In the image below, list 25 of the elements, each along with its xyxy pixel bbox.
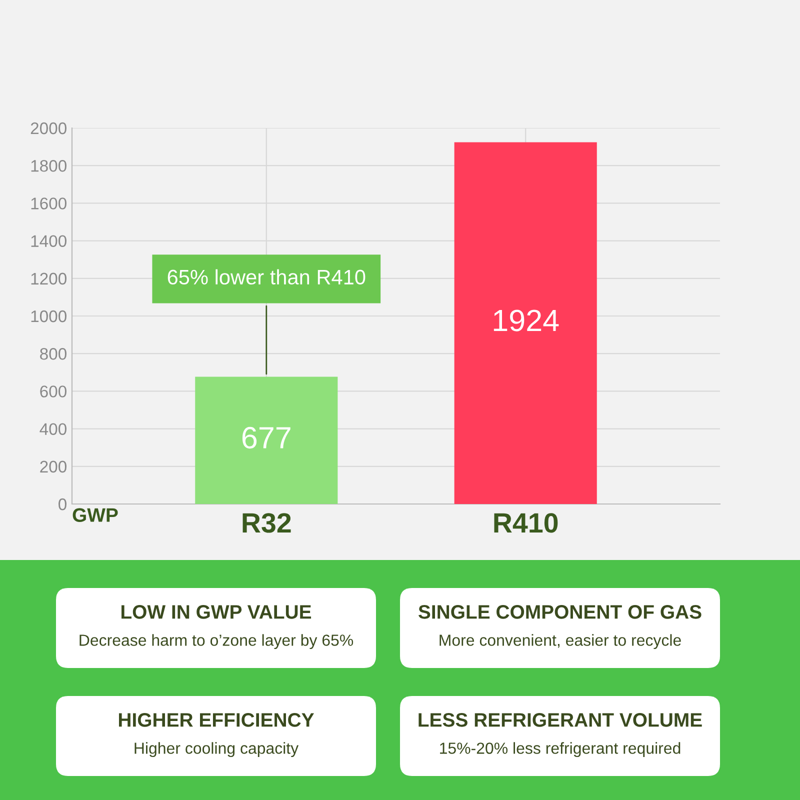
text: More convenient, easier to recycle	[440, 634, 681, 650]
text: Higher cooling capacity	[134, 742, 299, 758]
text: Decrease harm to o’zone layer by 65%	[80, 634, 354, 650]
y-tick-label: 1800	[31, 160, 66, 172]
text: SINGLE COMPONENT OF GAS	[418, 605, 702, 619]
y-tick-label: 800	[40, 348, 66, 360]
y-tick-label: 2000	[30, 122, 66, 134]
text: LESS REFRIGERANT VOLUME	[418, 713, 702, 727]
y-tick-label: 1600	[31, 198, 66, 210]
y-tick-label: 600	[40, 386, 66, 398]
y-tick-label: 1200	[31, 272, 66, 285]
y-tick-label: 1400	[31, 235, 66, 248]
y-tick-label: 200	[40, 460, 66, 473]
text: HIGHER EFFICIENCY	[118, 713, 314, 727]
x-tick-label: R32	[242, 513, 291, 533]
data-label: 1924	[494, 310, 559, 332]
x-axis-title: GWP	[72, 508, 118, 522]
x-tick-label: R410	[494, 513, 558, 533]
annotation: 65% lower than R410	[168, 269, 366, 285]
text: 15%-20% less refrigerant required	[440, 742, 680, 758]
y-tick-label: 400	[40, 423, 66, 436]
y-tick-label: 0	[58, 498, 66, 510]
y-tick-label: 1000	[31, 310, 66, 322]
data-label: 677	[242, 426, 290, 449]
text: LOW IN GWP VALUE	[122, 605, 312, 619]
